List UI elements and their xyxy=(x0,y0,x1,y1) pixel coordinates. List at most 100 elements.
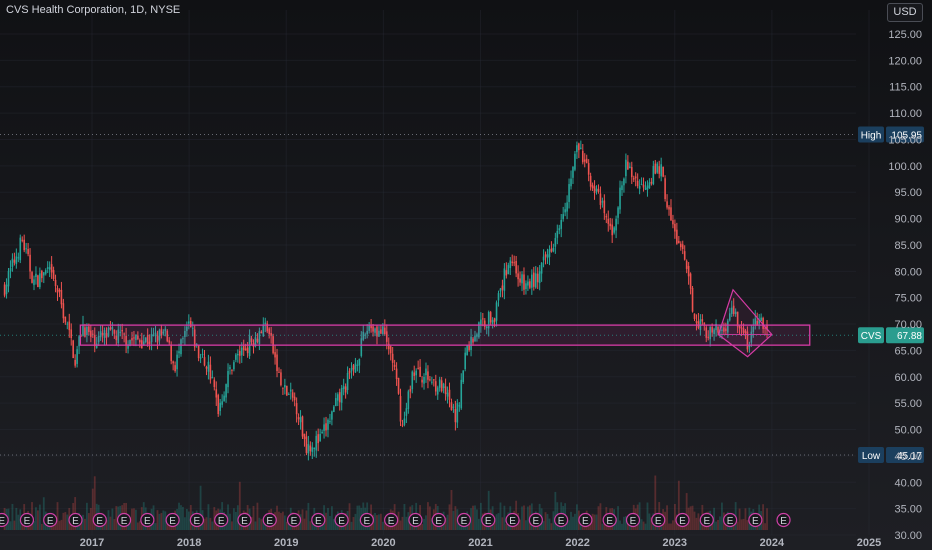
earnings-event-marker[interactable]: E xyxy=(189,512,204,528)
candle-body xyxy=(507,265,510,275)
earnings-event-marker[interactable]: E xyxy=(262,512,277,528)
volume-bar xyxy=(501,517,504,530)
candle-body xyxy=(540,262,543,274)
volume-bar xyxy=(378,514,380,530)
volume-bar xyxy=(721,502,723,530)
candle-body xyxy=(287,394,290,396)
earnings-event-marker[interactable]: E xyxy=(286,512,302,528)
earnings-event-marker[interactable]: E xyxy=(92,512,107,528)
volume-bar xyxy=(552,511,555,530)
earnings-event-marker[interactable]: E xyxy=(578,512,593,528)
candle-body xyxy=(405,408,408,416)
volume-bar xyxy=(207,504,210,530)
candle-body xyxy=(454,409,457,423)
candle-body xyxy=(462,370,465,382)
candle-body xyxy=(564,209,566,213)
volume-bar xyxy=(325,512,327,530)
candle-body xyxy=(199,357,202,359)
candle-body xyxy=(515,260,517,274)
earnings-marker-letter: E xyxy=(241,516,248,527)
candle-body xyxy=(611,224,613,236)
candle-body xyxy=(125,335,127,346)
earnings-event-marker[interactable]: E xyxy=(456,512,472,528)
earnings-event-marker[interactable]: E xyxy=(68,512,83,528)
candle-body xyxy=(619,187,621,210)
candle-body xyxy=(691,287,694,312)
volume-bar xyxy=(185,509,188,530)
volume-bar xyxy=(258,517,261,530)
earnings-event-marker[interactable]: E xyxy=(602,512,617,528)
x-tick-label: 2025 xyxy=(857,537,881,549)
volume-bar xyxy=(327,507,329,530)
candle-body xyxy=(685,260,688,269)
earnings-event-marker[interactable]: E xyxy=(165,512,180,528)
volume-bar xyxy=(644,523,647,530)
candle-body xyxy=(321,431,323,434)
earnings-event-marker[interactable]: E xyxy=(311,512,326,528)
earnings-event-marker[interactable]: E xyxy=(554,512,569,528)
candle-body xyxy=(62,303,65,319)
earnings-event-marker[interactable]: E xyxy=(528,512,543,528)
candle-body xyxy=(678,240,680,244)
earnings-event-marker[interactable]: E xyxy=(384,512,399,528)
earnings-event-marker[interactable]: E xyxy=(723,512,738,528)
current-price-label-value: 67.88 xyxy=(897,331,922,342)
earnings-event-marker[interactable]: E xyxy=(237,512,252,528)
earnings-event-marker[interactable]: E xyxy=(651,512,666,528)
candle-body xyxy=(525,283,527,290)
earnings-event-marker[interactable]: E xyxy=(748,512,763,528)
candle-body xyxy=(762,318,764,329)
earnings-event-marker[interactable]: E xyxy=(505,512,520,528)
candle-body xyxy=(266,323,269,332)
earnings-event-marker[interactable]: E xyxy=(408,512,423,528)
volume-bar xyxy=(283,515,286,530)
earnings-marker-letter: E xyxy=(703,516,710,527)
volume-bar xyxy=(84,518,86,530)
candle-body xyxy=(370,325,372,329)
candle-body xyxy=(237,353,239,356)
candle-body xyxy=(297,417,300,420)
candle-body xyxy=(385,331,388,342)
candle-body xyxy=(15,256,18,264)
earnings-event-marker[interactable]: E xyxy=(776,512,791,528)
earnings-event-marker[interactable]: E xyxy=(625,512,641,528)
candle-body xyxy=(338,392,341,403)
candle-body xyxy=(438,379,441,388)
candle-body xyxy=(423,376,425,384)
candle-body xyxy=(407,391,410,409)
y-tick-label: 80.00 xyxy=(894,266,922,278)
earnings-event-marker[interactable]: E xyxy=(431,512,446,528)
currency-button[interactable]: USD xyxy=(887,3,923,22)
candle-body xyxy=(356,364,359,366)
candle-body xyxy=(468,344,470,351)
earnings-event-marker[interactable]: E xyxy=(140,512,155,528)
earnings-event-marker[interactable]: E xyxy=(214,512,229,528)
volume-bar xyxy=(764,523,766,530)
earnings-event-marker[interactable]: E xyxy=(43,512,58,528)
earnings-marker-letter: E xyxy=(435,516,442,527)
earnings-marker-circle xyxy=(431,512,446,528)
earnings-event-marker[interactable]: E xyxy=(699,512,714,528)
earnings-event-marker[interactable]: E xyxy=(0,512,9,528)
volume-bar xyxy=(103,523,106,530)
candle-body xyxy=(39,273,41,288)
volume-bar xyxy=(468,521,471,530)
earnings-event-marker[interactable]: E xyxy=(19,512,35,528)
candle-body xyxy=(689,273,692,289)
volume-bar xyxy=(495,514,498,530)
candle-body xyxy=(499,288,502,292)
candle-body xyxy=(148,341,151,345)
earnings-event-marker[interactable]: E xyxy=(481,512,496,528)
earnings-event-marker[interactable]: E xyxy=(116,512,132,528)
candle-body xyxy=(550,248,553,252)
y-tick-label: 55.00 xyxy=(894,398,922,410)
volume-bar xyxy=(550,523,553,530)
earnings-event-marker[interactable]: E xyxy=(675,512,690,528)
earnings-event-marker[interactable]: E xyxy=(334,512,349,528)
candle-body xyxy=(317,434,319,444)
volume-bar xyxy=(105,520,108,530)
earnings-event-marker[interactable]: E xyxy=(359,512,374,528)
candle-body xyxy=(562,214,564,220)
